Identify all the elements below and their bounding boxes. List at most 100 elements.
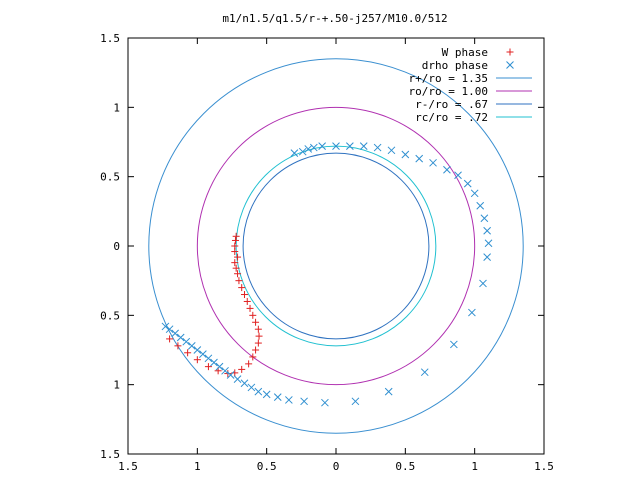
data-point	[182, 337, 191, 346]
data-point	[238, 284, 246, 292]
data-point	[443, 165, 451, 174]
x-tick-label: 1.5	[118, 460, 138, 473]
x-tick-label: 1	[471, 460, 478, 473]
circle-0	[148, 58, 524, 434]
data-point	[238, 365, 246, 373]
data-point	[476, 201, 485, 210]
circle-1	[196, 106, 476, 386]
data-point	[483, 226, 492, 235]
data-point	[254, 325, 262, 333]
data-point	[290, 149, 299, 157]
data-point	[401, 150, 410, 159]
data-point	[232, 264, 240, 272]
y-tick-label: 1.5	[100, 448, 120, 461]
circle-2	[242, 152, 430, 340]
data-point	[246, 304, 254, 312]
axis-ticks: 1.5 1 0.5 0 0.5 1 1.51.510.500.511.5	[100, 32, 554, 473]
y-tick-label: 1	[113, 379, 120, 392]
data-point	[187, 341, 196, 350]
legend-label: r+/ro = 1.35	[409, 72, 488, 85]
x-tick-label: 1.5	[534, 460, 554, 473]
circle-3	[235, 145, 437, 347]
data-point	[470, 189, 479, 198]
data-point	[247, 383, 256, 392]
data-point	[240, 379, 249, 388]
data-point	[387, 146, 396, 155]
data-point	[171, 329, 180, 338]
data-point	[484, 239, 493, 248]
data-point	[255, 332, 263, 340]
data-point	[479, 279, 487, 288]
data-point	[161, 322, 170, 331]
legend-symbol	[506, 61, 514, 69]
data-point	[415, 154, 424, 163]
legend-label: ro/ro = 1.00	[409, 85, 488, 98]
data-point	[351, 397, 360, 406]
data-point	[463, 179, 472, 188]
series-0	[166, 232, 263, 378]
data-point	[454, 171, 462, 180]
data-point	[176, 333, 185, 342]
data-point	[231, 236, 239, 244]
data-point	[204, 354, 213, 363]
data-point	[221, 366, 229, 375]
data-point	[243, 297, 251, 305]
data-point	[450, 340, 458, 349]
data-point	[318, 142, 326, 151]
x-tick-label: 1	[194, 460, 201, 473]
data-point	[249, 353, 257, 361]
data-point	[468, 308, 476, 317]
chart-title: m1/n1.5/q1.5/r-+.50-j257/M10.0/512	[222, 12, 447, 25]
legend-label: rc/ro = .72	[415, 111, 488, 124]
data-point	[226, 371, 235, 379]
data-point	[234, 270, 242, 278]
data-point	[298, 147, 307, 156]
data-point	[262, 390, 271, 399]
data-point	[483, 253, 492, 261]
data-point	[174, 342, 182, 350]
legend-symbol	[506, 48, 514, 56]
data-point	[231, 248, 239, 256]
x-tick-label: 0.5	[395, 460, 415, 473]
data-point	[359, 142, 368, 151]
y-tick-label: 1	[113, 101, 120, 114]
data-point	[249, 311, 257, 319]
y-tick-label: 0.5	[100, 171, 120, 184]
data-point	[204, 363, 212, 371]
data-point	[210, 358, 218, 367]
data-point	[254, 339, 262, 347]
data-point	[321, 398, 329, 407]
data-point	[252, 346, 260, 354]
legend-label: drho phase	[422, 59, 488, 72]
legend-label: r-/ro = .67	[415, 98, 488, 111]
data-point	[429, 158, 437, 167]
data-point	[384, 387, 393, 396]
y-tick-label: 0	[113, 240, 120, 253]
data-point	[245, 360, 253, 368]
data-point	[240, 291, 248, 299]
data-point	[231, 259, 239, 267]
y-tick-label: 1.5	[100, 32, 120, 45]
data-point	[480, 214, 489, 223]
data-point	[284, 396, 293, 404]
y-tick-label: 0.5	[100, 309, 120, 322]
data-point	[420, 368, 429, 377]
data-point	[300, 397, 308, 406]
data-point	[232, 232, 240, 240]
data-point	[273, 393, 282, 402]
data-point	[233, 375, 242, 383]
data-series	[161, 142, 493, 407]
data-point	[252, 318, 260, 326]
data-point	[165, 325, 174, 334]
data-point	[193, 346, 202, 354]
x-tick-label: 0	[333, 460, 340, 473]
data-point	[234, 253, 242, 261]
data-point	[199, 350, 207, 359]
data-point	[193, 356, 201, 364]
data-point	[184, 349, 192, 357]
data-point	[254, 387, 263, 396]
data-point	[373, 143, 382, 152]
data-point	[235, 277, 243, 285]
data-point	[332, 142, 340, 151]
